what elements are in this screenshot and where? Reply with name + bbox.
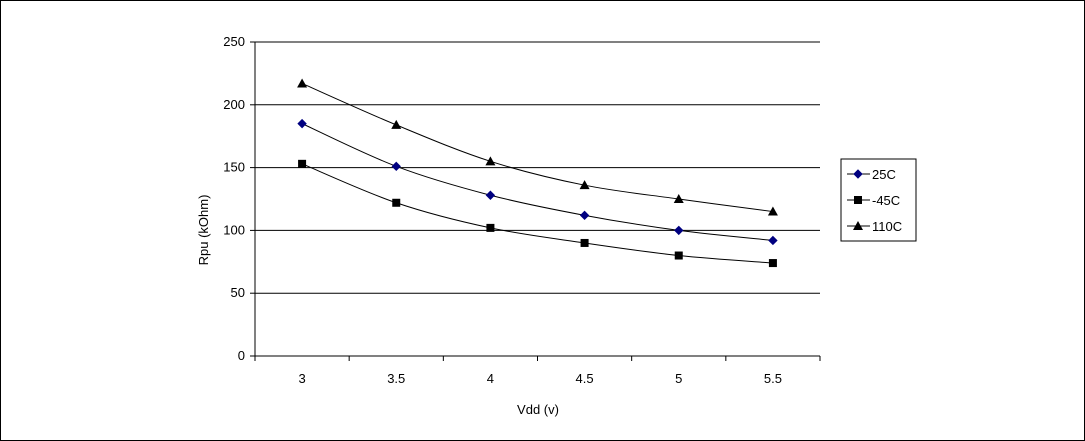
y-axis-ticks: 0 50 100 150 200 250 <box>223 34 255 363</box>
legend-marker <box>854 196 862 204</box>
legend-item: -45C <box>847 193 900 208</box>
x-axis-title: Vdd (v) <box>517 402 559 417</box>
y-tick-label: 250 <box>223 34 245 49</box>
legend-item: 110C <box>847 219 902 234</box>
data-point <box>297 78 308 88</box>
data-point <box>486 223 495 232</box>
series--45C <box>298 159 777 268</box>
y-tick-label: 150 <box>223 160 245 175</box>
data-point <box>392 198 401 207</box>
data-point <box>391 119 402 129</box>
data-point <box>297 118 307 129</box>
legend: 25C -45C 110C <box>840 158 917 242</box>
legend-label: -45C <box>872 193 900 208</box>
legend-label: 110C <box>872 219 902 234</box>
data-point <box>579 180 590 190</box>
data-point <box>674 251 683 260</box>
data-point <box>485 190 496 200</box>
x-tick-label: 5.5 <box>764 371 782 386</box>
x-tick-label: 3 <box>298 371 305 386</box>
data-point <box>767 206 778 216</box>
y-axis-title: Rpu (kOhm) <box>196 195 211 266</box>
x-tick-label: 4.5 <box>576 371 594 386</box>
series-line <box>301 82 773 213</box>
y-tick-label: 0 <box>238 348 245 363</box>
legend-item: 25C <box>847 167 896 182</box>
data-point <box>298 159 307 168</box>
series-25C <box>297 118 778 246</box>
legend-marker <box>853 169 863 179</box>
series-line <box>301 123 773 241</box>
data-point <box>768 235 778 246</box>
series-group <box>297 78 778 268</box>
legend-label: 25C <box>872 167 896 182</box>
series-line <box>301 163 773 264</box>
series-110C <box>297 78 778 216</box>
axes <box>254 42 820 357</box>
y-tick-label: 200 <box>223 97 245 112</box>
legend-marker <box>853 221 863 230</box>
x-axis-ticks: 3 3.5 4 4.5 5 5.5 <box>254 356 821 386</box>
y-tick-label: 100 <box>223 222 245 237</box>
data-point <box>485 156 496 166</box>
data-point <box>674 225 684 236</box>
x-tick-label: 3.5 <box>387 371 405 386</box>
x-tick-label: 4 <box>487 371 494 386</box>
data-point <box>391 161 401 172</box>
x-tick-label: 5 <box>675 371 682 386</box>
data-point <box>673 194 684 203</box>
data-point <box>580 238 589 247</box>
y-tick-label: 50 <box>231 285 245 300</box>
gridlines <box>255 41 820 294</box>
data-point <box>579 210 590 221</box>
data-point <box>768 259 777 268</box>
